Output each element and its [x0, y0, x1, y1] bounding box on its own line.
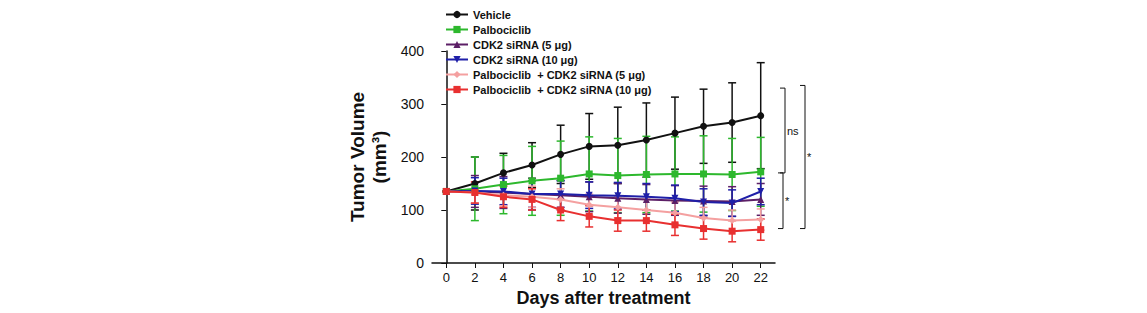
- svg-text:18: 18: [696, 270, 710, 285]
- svg-text:2: 2: [471, 270, 478, 285]
- svg-text:16: 16: [668, 270, 682, 285]
- svg-text:0: 0: [416, 255, 424, 271]
- svg-text:400: 400: [401, 43, 425, 59]
- svg-text:Vehicle: Vehicle: [473, 9, 511, 21]
- svg-text:8: 8: [557, 270, 564, 285]
- svg-text:6: 6: [528, 270, 535, 285]
- svg-text:100: 100: [401, 202, 425, 218]
- svg-text:*: *: [785, 195, 790, 207]
- svg-text:4: 4: [500, 270, 507, 285]
- svg-text:14: 14: [639, 270, 653, 285]
- svg-text:20: 20: [725, 270, 739, 285]
- svg-text:Palbociclib + CDK2 siRNA (5 μ: Palbociclib + CDK2 siRNA (5 μg): [473, 69, 646, 81]
- svg-text:Palbociclib: Palbociclib: [473, 24, 531, 36]
- svg-text:(mm³): (mm³): [369, 131, 390, 184]
- svg-text:Palbociclib + CDK2 siRNA (10: Palbociclib + CDK2 siRNA (10 μg): [473, 84, 652, 96]
- svg-text:300: 300: [401, 96, 425, 112]
- svg-text:22: 22: [753, 270, 767, 285]
- svg-text:12: 12: [611, 270, 625, 285]
- svg-text:CDK2 siRNA (5 μg): CDK2 siRNA (5 μg): [473, 39, 572, 51]
- svg-text:Tumor Volume: Tumor Volume: [347, 92, 368, 222]
- svg-text:*: *: [807, 151, 812, 163]
- svg-text:10: 10: [582, 270, 596, 285]
- svg-text:0: 0: [443, 270, 450, 285]
- svg-text:200: 200: [401, 149, 425, 165]
- svg-text:Days after treatment: Days after treatment: [516, 288, 690, 308]
- svg-text:ns: ns: [787, 125, 799, 137]
- svg-text:CDK2 siRNA (10 μg): CDK2 siRNA (10 μg): [473, 54, 578, 66]
